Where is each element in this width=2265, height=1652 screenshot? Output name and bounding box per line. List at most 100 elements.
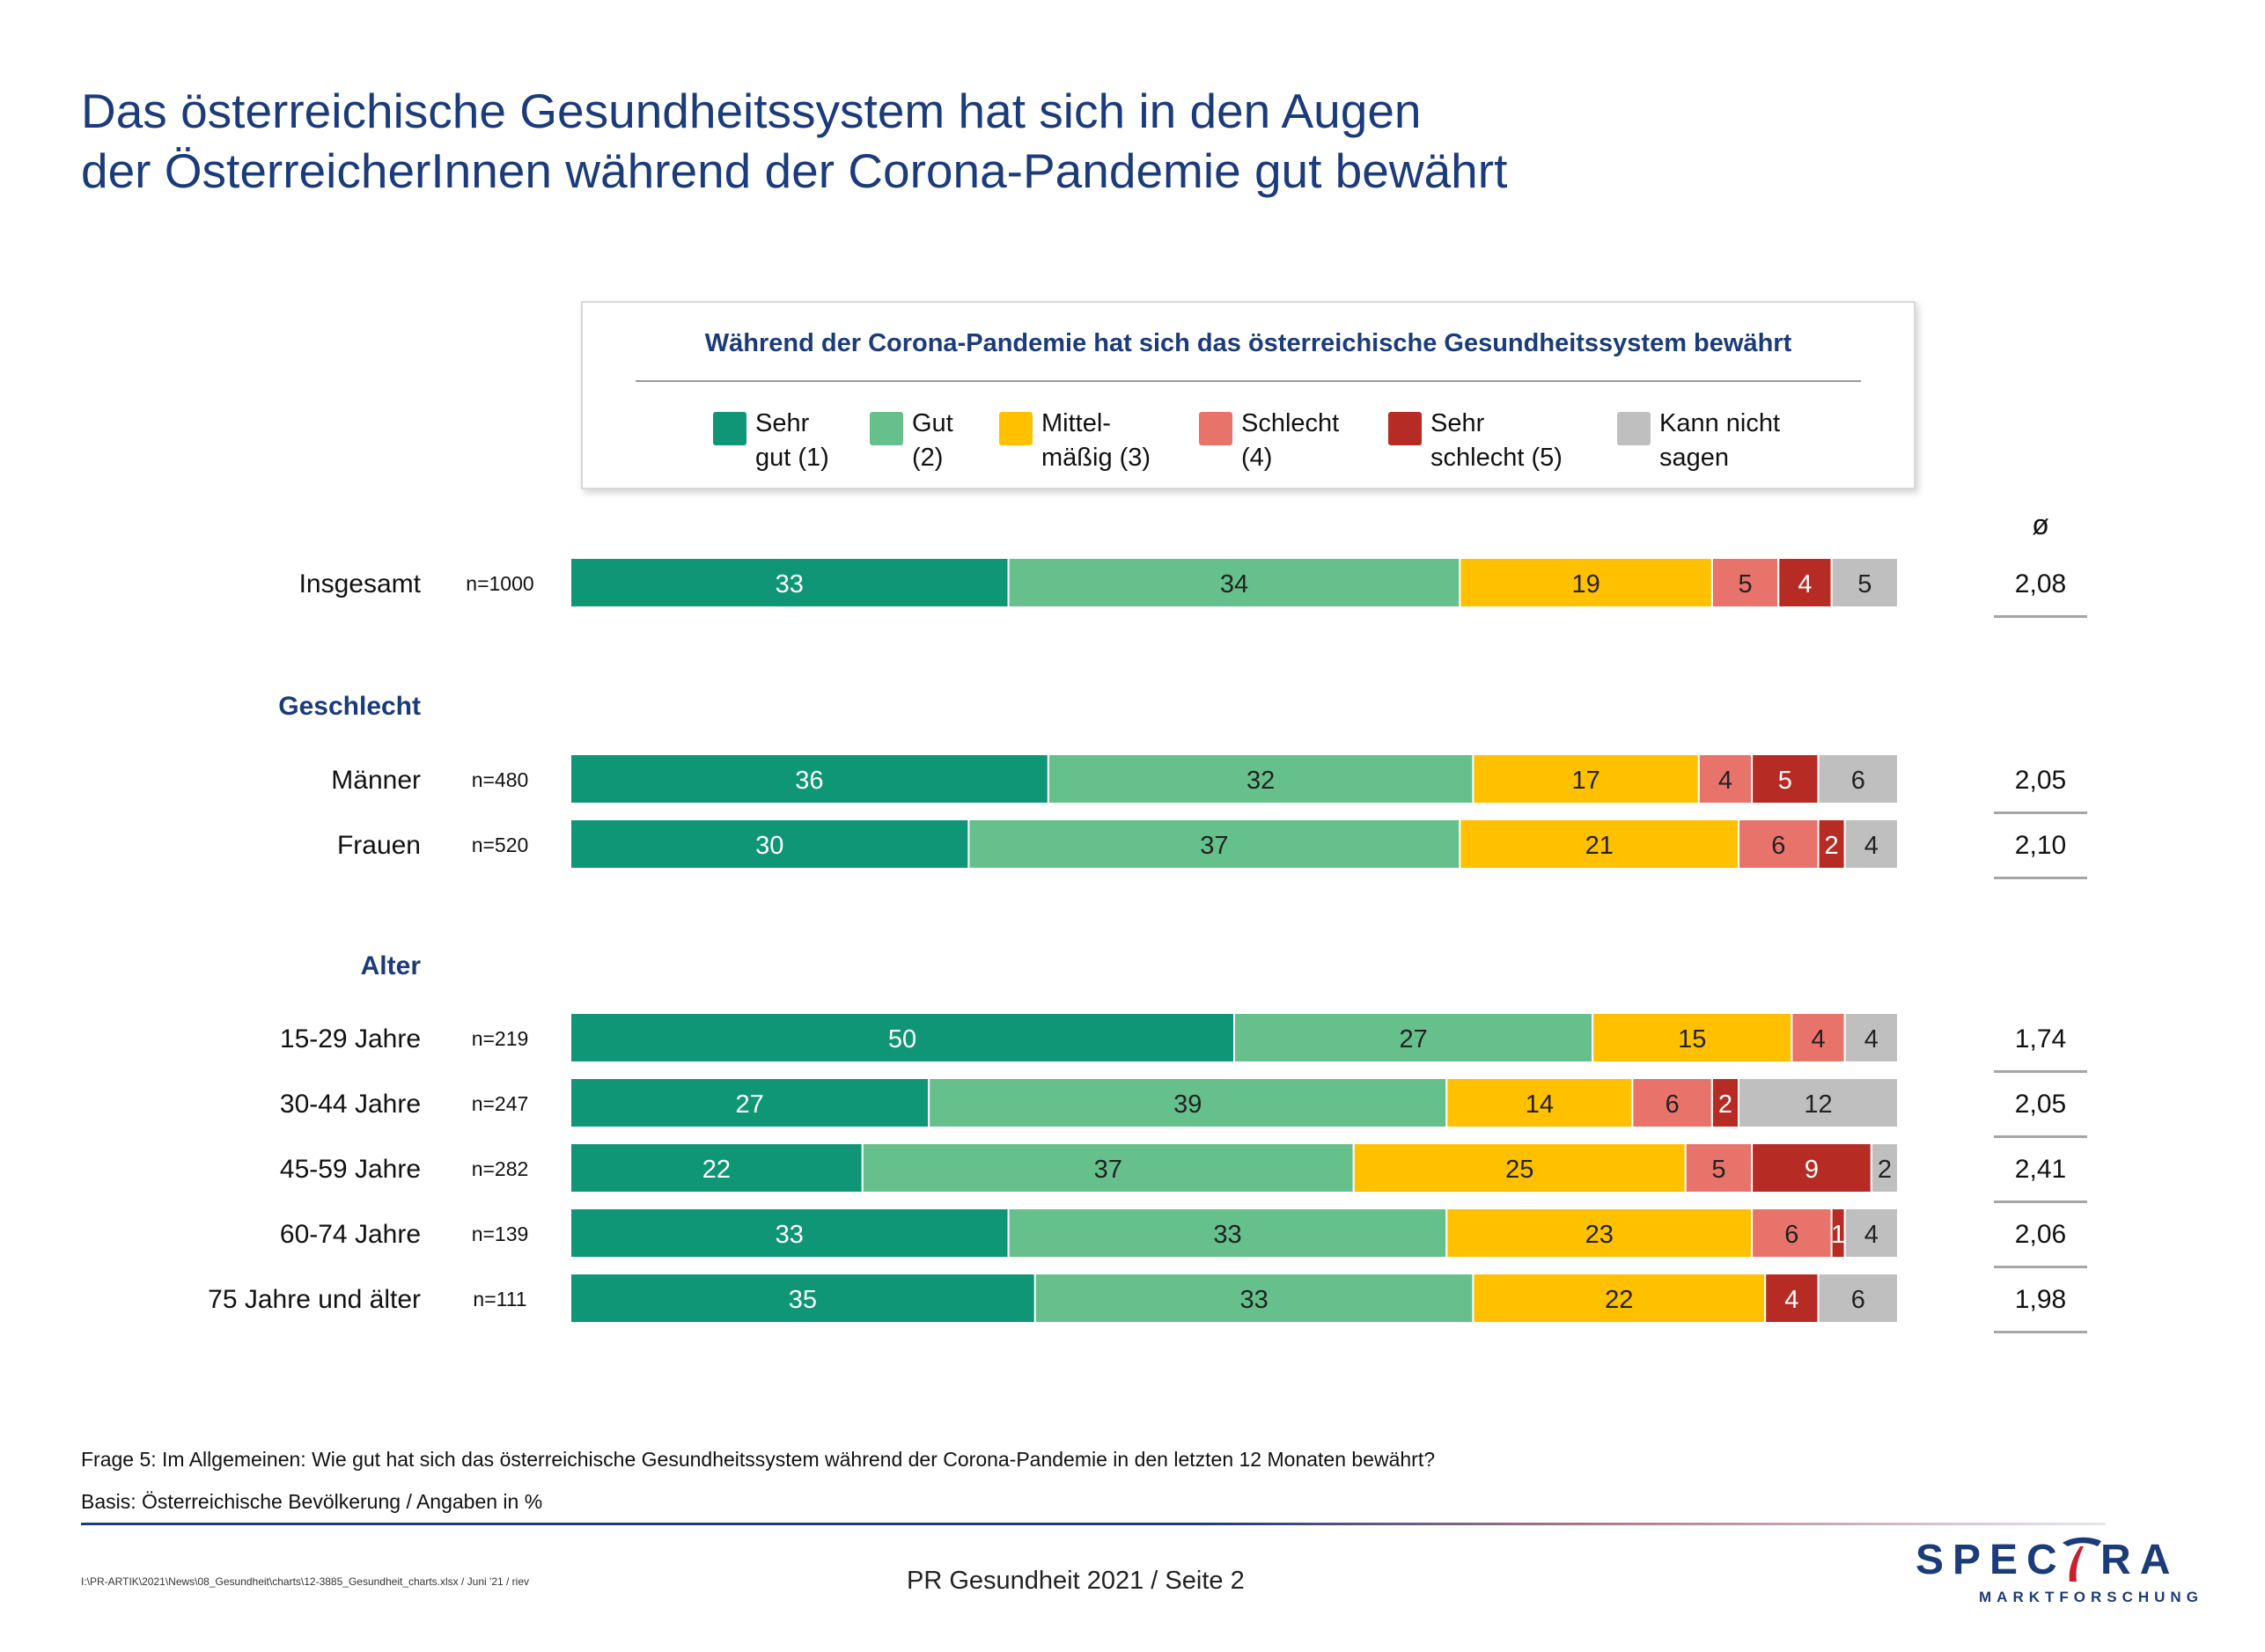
bar-segment bbox=[570, 753, 1049, 804]
bar-segment bbox=[1233, 1012, 1594, 1063]
legend-label: Gut (2) bbox=[912, 409, 953, 472]
bar-value-label: 2 bbox=[1878, 1156, 1892, 1184]
group-heading: Alter bbox=[361, 951, 422, 980]
bar-value-label: 21 bbox=[1585, 832, 1614, 860]
bar-segment bbox=[1817, 1273, 1900, 1324]
bar-value-label: 5 bbox=[1739, 570, 1753, 598]
legend-swatch bbox=[870, 412, 903, 445]
bar-value-label: 33 bbox=[1239, 1286, 1268, 1314]
row-mean: 2,10 bbox=[2015, 831, 2066, 860]
legend-label: Sehr gut (1) bbox=[755, 409, 829, 472]
row-label: 30-44 Jahre bbox=[280, 1090, 421, 1119]
bar-value-label: 4 bbox=[1798, 570, 1812, 598]
bar-value-label: 12 bbox=[1804, 1090, 1832, 1119]
bar-segment bbox=[967, 819, 1461, 870]
bar-segment bbox=[1738, 819, 1820, 870]
group-heading: Geschlecht bbox=[278, 692, 421, 721]
footer-divider bbox=[81, 1523, 2106, 1525]
file-path: I:\PR-ARTIK\2021\News\08_Gesundheit\char… bbox=[81, 1575, 530, 1588]
bar-segment bbox=[570, 819, 970, 870]
bar-segment bbox=[1843, 1208, 1899, 1259]
row-sample-size: n=219 bbox=[472, 1027, 529, 1050]
row-label: 60-74 Jahre bbox=[280, 1220, 421, 1249]
row-mean: 1,98 bbox=[2015, 1285, 2066, 1314]
title-line-1: Das österreichische Gesundheitssystem ha… bbox=[81, 84, 1422, 138]
bar-value-label: 4 bbox=[1864, 1221, 1879, 1249]
bar-value-label: 27 bbox=[735, 1090, 763, 1119]
row-label: Insgesamt bbox=[299, 569, 422, 598]
bar-value-label: 4 bbox=[1718, 767, 1732, 795]
row-mean: 2,08 bbox=[2015, 569, 2066, 598]
bar-value-label: 22 bbox=[1605, 1286, 1633, 1314]
chart-title: Während der Corona-Pandemie hat sich das… bbox=[704, 329, 1792, 357]
row-sample-size: n=282 bbox=[472, 1157, 529, 1180]
row-sample-size: n=1000 bbox=[466, 572, 533, 595]
bar-segment bbox=[1033, 1273, 1474, 1324]
legend-swatch bbox=[1199, 412, 1232, 445]
bar-value-label: 37 bbox=[1200, 832, 1228, 860]
bar-value-label: 4 bbox=[1784, 1286, 1798, 1314]
mean-underline bbox=[1994, 1135, 2087, 1138]
bar-value-label: 6 bbox=[1666, 1090, 1680, 1119]
bar-segment bbox=[570, 1012, 1235, 1063]
bar-segment bbox=[1843, 1012, 1899, 1063]
bar-value-label: 2 bbox=[1825, 832, 1839, 860]
row-label: 75 Jahre und älter bbox=[208, 1285, 421, 1314]
mean-underline bbox=[1994, 1331, 2087, 1333]
bar-value-label: 14 bbox=[1526, 1090, 1554, 1119]
bar-segment bbox=[1817, 753, 1900, 804]
footnote-question: Frage 5: Im Allgemeinen: Wie gut hat sic… bbox=[81, 1448, 1436, 1471]
bar-value-label: 1 bbox=[1831, 1221, 1845, 1249]
bar-segment bbox=[1684, 1142, 1754, 1193]
bar-segment bbox=[570, 1077, 930, 1128]
row-mean: 2,06 bbox=[2015, 1220, 2066, 1249]
bar-value-label: 30 bbox=[755, 832, 783, 860]
page-title: Das österreichische Gesundheitssystem ha… bbox=[81, 81, 2018, 201]
bar-value-label: 37 bbox=[1094, 1156, 1122, 1184]
row-sample-size: n=111 bbox=[473, 1288, 526, 1311]
bar-value-label: 33 bbox=[776, 570, 804, 598]
bar-value-label: 4 bbox=[1864, 832, 1879, 860]
title-line-2: der ÖsterreicherInnen während der Corona… bbox=[81, 143, 1508, 198]
legend-label: Schlecht (4) bbox=[1241, 409, 1340, 472]
mean-underline bbox=[1994, 615, 2087, 618]
row-mean: 2,41 bbox=[2015, 1155, 2066, 1184]
row-sample-size: n=520 bbox=[472, 833, 529, 856]
bar-segment bbox=[1843, 819, 1899, 870]
mean-underline bbox=[1994, 877, 2087, 879]
bar-value-label: 6 bbox=[1851, 1286, 1865, 1314]
bar-segment bbox=[1830, 557, 1900, 608]
logo-wordmark: SPECTRA bbox=[1916, 1537, 2180, 1583]
bar-segment bbox=[1352, 1142, 1687, 1193]
legend-swatch bbox=[1617, 412, 1651, 445]
bar-segment bbox=[1764, 1273, 1820, 1324]
bar-value-label: 25 bbox=[1505, 1156, 1533, 1184]
row-label: Männer bbox=[331, 766, 421, 795]
bar-value-label: 6 bbox=[1771, 832, 1785, 860]
bar-segment bbox=[1472, 753, 1700, 804]
bar-segment bbox=[1007, 1208, 1448, 1259]
spectra-logo: SPECTRA MARKTFORSCHUNG bbox=[1916, 1534, 2206, 1615]
bar-segment bbox=[1738, 1077, 1900, 1128]
bar-value-label: 4 bbox=[1811, 1025, 1825, 1054]
mean-column-header: ø bbox=[2032, 509, 2049, 540]
bar-value-label: 23 bbox=[1585, 1221, 1614, 1249]
footnote-basis: Basis: Österreichische Bevölkerung / Ang… bbox=[81, 1490, 543, 1513]
bar-value-label: 5 bbox=[1711, 1156, 1725, 1184]
bar-segment bbox=[570, 1208, 1010, 1259]
bar-value-label: 19 bbox=[1571, 570, 1599, 598]
row-mean: 2,05 bbox=[2015, 1090, 2066, 1119]
bar-segment bbox=[1697, 753, 1754, 804]
bar-value-label: 33 bbox=[1213, 1221, 1241, 1249]
row-sample-size: n=247 bbox=[472, 1092, 529, 1115]
row-sample-size: n=480 bbox=[472, 768, 529, 791]
bar-value-label: 15 bbox=[1678, 1025, 1706, 1054]
bar-value-label: 17 bbox=[1571, 767, 1599, 795]
bar-segment bbox=[570, 1273, 1036, 1324]
row-label: 45-59 Jahre bbox=[280, 1155, 421, 1184]
logo-subtitle: MARKTFORSCHUNG bbox=[1979, 1589, 2203, 1605]
legend-label: Kann nicht sagen bbox=[1659, 409, 1781, 472]
bar-segment bbox=[1870, 1142, 1900, 1193]
bar-value-label: 5 bbox=[1778, 767, 1792, 795]
mean-underline bbox=[1994, 1266, 2087, 1268]
